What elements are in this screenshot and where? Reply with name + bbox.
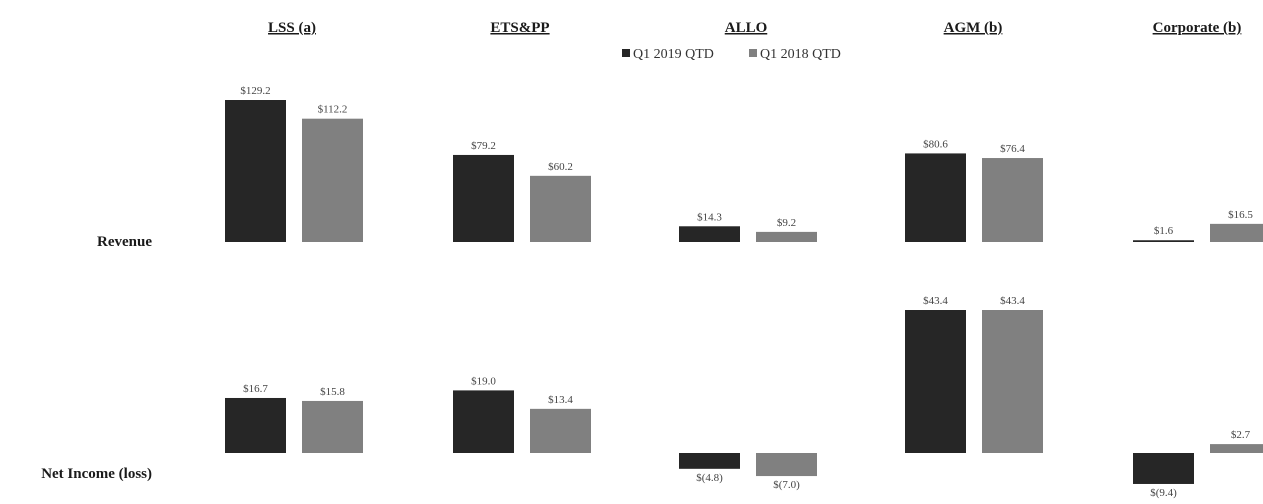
data-label-net-income-loss-allo-q1-2019-qtd: $(4.8) bbox=[696, 472, 723, 484]
legend-swatch-q1-2019-qtd bbox=[622, 49, 630, 57]
legend-label-q1-2019-qtd: Q1 2019 QTD bbox=[633, 47, 714, 62]
data-label-net-income-loss-ets-pp-q1-2019-qtd: $19.0 bbox=[471, 375, 496, 387]
bar-net-income-loss-corporate-b-q1-2018-qtd bbox=[1210, 444, 1263, 453]
data-label-revenue-ets-pp-q1-2019-qtd: $79.2 bbox=[471, 140, 496, 152]
chart-legend: Q1 2019 QTD Q1 2018 QTD bbox=[622, 47, 841, 62]
data-label-net-income-loss-corporate-b-q1-2019-qtd: $(9.4) bbox=[1150, 487, 1177, 499]
bar-net-income-loss-corporate-b-q1-2019-qtd bbox=[1133, 453, 1194, 484]
bar-net-income-loss-agm-b-q1-2019-qtd bbox=[905, 310, 966, 453]
bar-revenue-corporate-b-q1-2018-qtd bbox=[1210, 223, 1263, 242]
bar-net-income-loss-ets-pp-q1-2019-qtd bbox=[453, 390, 514, 453]
bar-revenue-ets-pp-q1-2018-qtd bbox=[530, 175, 591, 242]
bar-revenue-allo-q1-2019-qtd bbox=[679, 226, 740, 242]
data-label-revenue-allo-q1-2019-qtd: $14.3 bbox=[697, 211, 722, 223]
data-label-net-income-loss-allo-q1-2018-qtd: $(7.0) bbox=[773, 479, 800, 491]
data-label-net-income-loss-agm-b-q1-2019-qtd: $43.4 bbox=[923, 295, 948, 307]
data-label-revenue-agm-b-q1-2018-qtd: $76.4 bbox=[1000, 143, 1025, 155]
bar-marks bbox=[225, 100, 1263, 484]
bar-net-income-loss-allo-q1-2018-qtd bbox=[756, 453, 817, 477]
data-label-revenue-ets-pp-q1-2018-qtd: $60.2 bbox=[548, 161, 573, 173]
data-label-revenue-lss-a-q1-2018-qtd: $112.2 bbox=[318, 104, 348, 116]
segment-title-ets-pp: ETS&PP bbox=[490, 20, 549, 36]
segment-title-allo: ALLO bbox=[725, 20, 768, 36]
bar-revenue-corporate-b-q1-2019-qtd bbox=[1133, 240, 1194, 242]
data-label-net-income-loss-ets-pp-q1-2018-qtd: $13.4 bbox=[548, 394, 573, 406]
data-label-revenue-lss-a-q1-2019-qtd: $129.2 bbox=[240, 85, 270, 97]
data-label-revenue-allo-q1-2018-qtd: $9.2 bbox=[777, 217, 796, 229]
bar-net-income-loss-allo-q1-2019-qtd bbox=[679, 453, 740, 469]
bar-net-income-loss-agm-b-q1-2018-qtd bbox=[982, 310, 1043, 453]
data-label-net-income-loss-corporate-b-q1-2018-qtd: $2.7 bbox=[1231, 429, 1251, 441]
bar-net-income-loss-lss-a-q1-2019-qtd bbox=[225, 397, 286, 453]
bar-revenue-allo-q1-2018-qtd bbox=[756, 231, 817, 242]
bar-revenue-agm-b-q1-2019-qtd bbox=[905, 153, 966, 242]
bar-net-income-loss-lss-a-q1-2018-qtd bbox=[302, 400, 363, 453]
data-label-revenue-corporate-b-q1-2019-qtd: $1.6 bbox=[1154, 225, 1174, 237]
bar-revenue-agm-b-q1-2018-qtd bbox=[982, 158, 1043, 242]
segment-title-lss-a: LSS (a) bbox=[268, 20, 316, 36]
legend-label-q1-2018-qtd: Q1 2018 QTD bbox=[760, 47, 841, 62]
bar-revenue-ets-pp-q1-2019-qtd bbox=[453, 154, 514, 242]
data-labels: $129.2 $112.2 $79.2 $60.2 $14.3 $9.2 $80.6 $76.… bbox=[240, 85, 1253, 499]
bar-net-income-loss-ets-pp-q1-2018-qtd bbox=[530, 408, 591, 453]
data-label-net-income-loss-lss-a-q1-2018-qtd: $15.8 bbox=[320, 386, 345, 398]
bar-revenue-lss-a-q1-2019-qtd bbox=[225, 100, 286, 242]
data-label-net-income-loss-lss-a-q1-2019-qtd: $16.7 bbox=[243, 383, 268, 395]
segment-titles: LSS (a) ETS&PP ALLO AGM (b) Corporate (b) bbox=[268, 20, 1241, 36]
segment-title-corporate-b: Corporate (b) bbox=[1153, 20, 1242, 36]
legend-swatch-q1-2018-qtd bbox=[749, 49, 757, 57]
row-label-net-income-loss: Net Income (loss) bbox=[41, 466, 152, 482]
bar-revenue-lss-a-q1-2018-qtd bbox=[302, 118, 363, 242]
segment-title-agm-b: AGM (b) bbox=[944, 20, 1003, 36]
data-label-revenue-corporate-b-q1-2018-qtd: $16.5 bbox=[1228, 209, 1253, 221]
data-label-revenue-agm-b-q1-2019-qtd: $80.6 bbox=[923, 138, 948, 150]
row-label-revenue: Revenue bbox=[97, 234, 152, 250]
row-labels: Revenue Net Income (loss) bbox=[41, 234, 152, 482]
data-label-net-income-loss-agm-b-q1-2018-qtd: $43.4 bbox=[1000, 295, 1025, 307]
